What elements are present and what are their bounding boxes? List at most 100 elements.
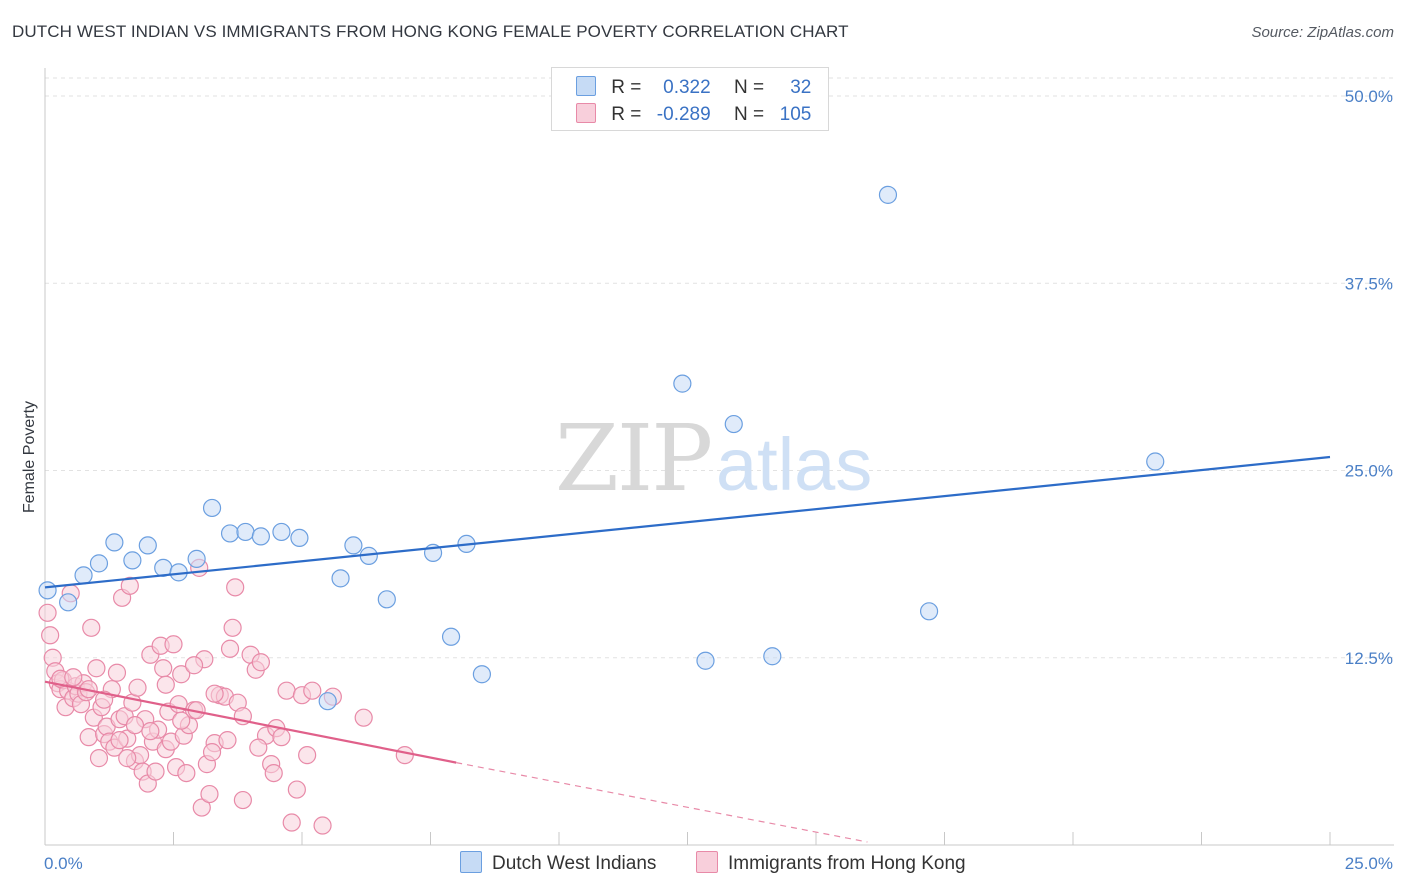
- series-dutch-west-indians-points: [38, 185, 1165, 711]
- data-point: [125, 716, 145, 735]
- data-point: [377, 590, 396, 609]
- data-point: [118, 749, 137, 768]
- legend-n-label: N =: [733, 104, 765, 125]
- data-point: [696, 651, 715, 670]
- data-point: [441, 627, 461, 646]
- data-point: [303, 681, 322, 700]
- data-point: [226, 578, 245, 597]
- data-point: [313, 816, 332, 835]
- data-point: [187, 549, 206, 568]
- data-point: [89, 554, 109, 573]
- data-point: [64, 668, 83, 687]
- chart-source: Source: ZipAtlas.com: [1251, 24, 1394, 41]
- data-point: [724, 414, 743, 434]
- y-tick-label: 12.5%: [1345, 649, 1393, 668]
- grid-lines: [45, 77, 1394, 659]
- x-tick-label: 25.0%: [1345, 854, 1393, 873]
- data-point: [218, 731, 237, 750]
- data-point: [354, 708, 373, 727]
- data-point: [120, 576, 139, 595]
- series-hong-kong-points: [38, 558, 414, 835]
- y-tick-label: 37.5%: [1345, 274, 1393, 293]
- data-point: [878, 185, 898, 204]
- x-tick-label: 0.0%: [44, 854, 83, 873]
- data-point: [223, 618, 242, 637]
- legend-swatch-blue: [576, 76, 596, 96]
- data-point: [172, 665, 191, 684]
- legend-swatch-pink: [576, 103, 596, 123]
- data-point: [220, 524, 240, 543]
- bottom-legend-label: Immigrants from Hong Kong: [728, 853, 966, 874]
- data-point: [919, 602, 939, 621]
- data-point: [74, 566, 93, 585]
- bottom-legend-swatch-blue: [460, 851, 482, 873]
- data-point: [205, 684, 224, 703]
- data-point: [146, 762, 165, 781]
- chart-title: DUTCH WEST INDIAN VS IMMIGRANTS FROM HON…: [12, 22, 849, 41]
- watermark-zip: ZIP: [555, 405, 711, 512]
- data-point: [472, 665, 491, 684]
- data-point: [264, 763, 283, 783]
- tick-labels: 12.5% 25.0% 37.5% 50.0% 0.0% 25.0%: [44, 87, 1393, 873]
- data-point: [202, 743, 222, 762]
- data-point: [79, 728, 98, 747]
- bottom-legend-dutch-west-indians: Dutch West Indians: [460, 851, 656, 875]
- data-point: [38, 603, 57, 622]
- legend-n-value: 105: [779, 104, 812, 125]
- legend-n-value: 32: [790, 77, 812, 98]
- data-point: [89, 749, 109, 768]
- data-point: [249, 738, 268, 757]
- data-point: [41, 626, 60, 645]
- data-point: [277, 681, 296, 700]
- data-point: [200, 784, 219, 804]
- data-point: [290, 528, 309, 548]
- trend-line-pink-extrapolated: [456, 762, 868, 843]
- data-point: [251, 527, 270, 546]
- legend-n-label: N =: [733, 77, 765, 98]
- data-point: [184, 656, 204, 675]
- data-point: [141, 722, 160, 741]
- data-point: [233, 790, 252, 810]
- y-tick-label: 25.0%: [1345, 462, 1393, 481]
- legend: R = 0.322 N = 32 R = -0.289 N = 105: [551, 67, 829, 131]
- trend-lines: [44, 455, 1331, 843]
- legend-row-blue: R = 0.322 N = 32: [576, 76, 811, 100]
- watermark-atlas: atlas: [716, 423, 872, 506]
- legend-r-value: -0.289: [656, 104, 711, 125]
- trend-line-pink: [44, 680, 457, 764]
- data-point: [95, 690, 114, 709]
- data-point: [282, 813, 301, 832]
- data-point: [105, 533, 124, 552]
- bottom-legend-hong-kong: Immigrants from Hong Kong: [696, 851, 966, 875]
- legend-r-label: R =: [611, 77, 642, 98]
- data-point: [177, 763, 196, 783]
- data-point: [87, 659, 106, 678]
- data-point: [192, 798, 211, 817]
- trend-line-blue: [44, 455, 1331, 589]
- data-point: [38, 581, 57, 600]
- data-point: [763, 647, 782, 666]
- legend-r-value: 0.322: [663, 77, 711, 98]
- legend-row-pink: R = -0.289 N = 105: [576, 103, 811, 127]
- bottom-legend-swatch-pink: [696, 851, 718, 873]
- data-point: [251, 653, 270, 672]
- data-point: [123, 551, 142, 570]
- data-point: [110, 731, 129, 750]
- data-point: [107, 663, 127, 682]
- bottom-legend-label: Dutch West Indians: [492, 853, 657, 874]
- data-point: [164, 635, 183, 654]
- data-point: [202, 498, 222, 518]
- data-point: [395, 746, 414, 765]
- data-point: [272, 522, 291, 542]
- legend-r-label: R =: [611, 104, 642, 125]
- y-tick-label: 50.0%: [1345, 87, 1393, 106]
- data-point: [272, 728, 291, 747]
- data-point: [673, 374, 692, 393]
- data-point: [128, 678, 147, 697]
- data-point: [82, 618, 101, 637]
- y-axis-label: Female Poverty: [21, 401, 38, 513]
- data-point: [318, 692, 337, 711]
- data-point: [236, 522, 255, 542]
- axes: [44, 68, 1394, 846]
